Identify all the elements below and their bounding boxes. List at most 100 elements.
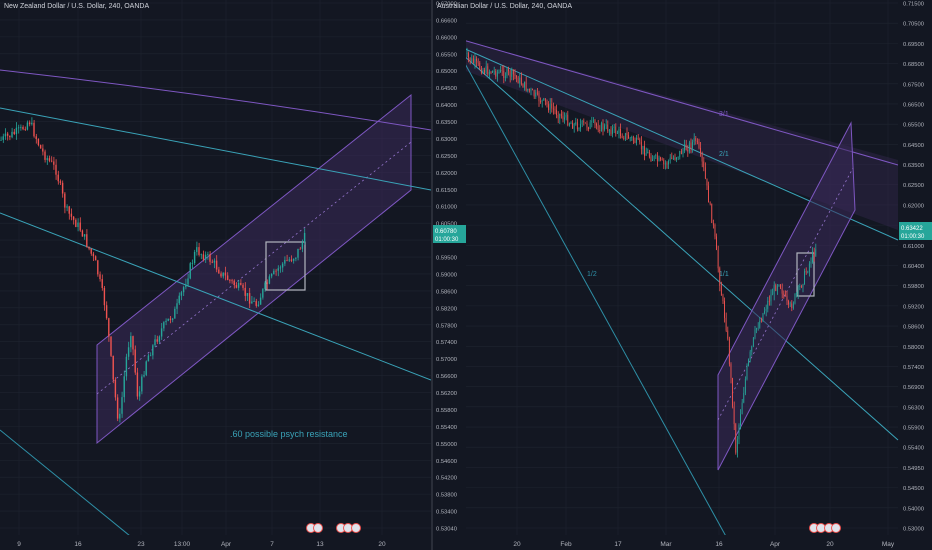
candle-body bbox=[669, 157, 671, 162]
candle-body bbox=[257, 304, 260, 306]
candle-body bbox=[220, 273, 222, 277]
nzdusd-chart-canvas[interactable]: .60 possible psych resistance 9 16 23 13:00… bbox=[0, 0, 431, 550]
fan-line-1-2[interactable] bbox=[462, 59, 729, 541]
candle-body bbox=[696, 140, 698, 142]
candle-body bbox=[570, 123, 572, 124]
candle-body bbox=[792, 303, 794, 309]
candle-body bbox=[99, 274, 101, 280]
price-tick-label: 0.62000 bbox=[903, 203, 924, 209]
symbol-title[interactable]: New Zealand Dollar / U.S. Dollar, 240, O… bbox=[4, 3, 150, 10]
candle-body bbox=[647, 152, 649, 154]
candle-body bbox=[116, 397, 119, 419]
candle-body bbox=[618, 129, 620, 133]
trend-line-upper[interactable] bbox=[0, 107, 431, 191]
candle-body bbox=[288, 259, 290, 261]
candle-body bbox=[61, 182, 64, 194]
time-tick-label: 13:00 bbox=[174, 541, 191, 548]
symbol-title[interactable]: Australian Dollar / U.S. Dollar, 240, OA… bbox=[437, 3, 572, 10]
event-flags[interactable] bbox=[306, 523, 361, 533]
candle-body bbox=[519, 77, 521, 84]
price-tick-label: 0.54500 bbox=[903, 486, 924, 492]
candle-body bbox=[580, 124, 581, 129]
candle-body bbox=[196, 247, 198, 252]
candle-body bbox=[583, 120, 585, 123]
price-tick-label: 0.61500 bbox=[436, 188, 457, 194]
candle-body bbox=[17, 127, 20, 129]
candle-body bbox=[765, 308, 767, 312]
candle-body bbox=[59, 181, 62, 183]
candle-body bbox=[624, 133, 626, 139]
candle-body bbox=[101, 279, 103, 288]
time-tick-label: 9 bbox=[17, 541, 21, 548]
candle-body bbox=[64, 193, 66, 208]
audusd-chart-pane[interactable]: 1/2 1/1 2/1 3/1 20 Feb 17 Mar 16 Apr 20 May 0.6… bbox=[433, 0, 932, 550]
candle-body bbox=[480, 68, 482, 74]
time-tick-label: 20 bbox=[826, 541, 834, 548]
price-tick-label: 0.59800 bbox=[903, 284, 924, 290]
candle-body bbox=[797, 286, 799, 294]
price-tick-label: 0.66000 bbox=[436, 35, 457, 41]
regression-channel[interactable] bbox=[96, 93, 412, 445]
time-tick-label: Apr bbox=[221, 541, 232, 548]
price-tick-label: 0.69500 bbox=[903, 42, 924, 48]
candle-body bbox=[786, 295, 788, 301]
candle-body bbox=[262, 288, 264, 298]
candle-body bbox=[740, 414, 741, 426]
candle-body bbox=[477, 60, 479, 63]
candle-body bbox=[533, 90, 535, 97]
candle-body bbox=[656, 155, 658, 162]
event-flags[interactable] bbox=[809, 523, 841, 533]
nzdusd-price-axis[interactable]: 0.67000 0.66600 0.66000 0.65500 0.65000 0.645… bbox=[433, 0, 466, 550]
candle-body bbox=[661, 159, 663, 161]
candle-body bbox=[805, 271, 807, 273]
price-tick-label: 0.55400 bbox=[903, 446, 924, 452]
candle-body bbox=[812, 251, 813, 263]
candle-body bbox=[516, 75, 517, 78]
candle-body bbox=[138, 391, 141, 397]
bar-countdown: 01:00:30 bbox=[435, 237, 459, 243]
highlight-box[interactable] bbox=[265, 241, 306, 291]
fan-line-1-1[interactable] bbox=[462, 54, 899, 441]
candle-body bbox=[292, 258, 295, 261]
candle-body bbox=[591, 121, 593, 123]
fan-line-3-1[interactable] bbox=[462, 39, 899, 166]
candle-body bbox=[565, 114, 567, 118]
candle-body bbox=[266, 282, 268, 284]
audusd-price-axis[interactable]: 0.71500 0.70500 0.69500 0.68500 0.67500 0.665… bbox=[899, 0, 932, 550]
candle-body bbox=[791, 303, 793, 309]
price-tick-label: 0.58000 bbox=[903, 345, 924, 351]
candle-body bbox=[712, 222, 714, 225]
purple-resistance-curve[interactable] bbox=[0, 69, 431, 131]
price-tick-label: 0.62500 bbox=[903, 183, 924, 189]
candle-body bbox=[688, 142, 690, 152]
candle-body bbox=[50, 160, 53, 162]
nzdusd-chart-pane[interactable]: .60 possible psych resistance 9 16 23 13:00… bbox=[0, 0, 431, 550]
highlight-box[interactable] bbox=[796, 252, 815, 297]
candle-body bbox=[679, 150, 681, 157]
candle-body bbox=[2, 136, 4, 140]
time-axis[interactable]: 20 Feb 17 Mar 16 Apr 20 May bbox=[433, 535, 932, 550]
time-axis[interactable]: 9 16 23 13:00 Apr 7 13 20 bbox=[0, 535, 431, 550]
candle-body bbox=[468, 53, 469, 58]
candle-body bbox=[24, 129, 26, 131]
price-tick-label: 0.64500 bbox=[903, 143, 924, 149]
candle-body bbox=[110, 336, 112, 356]
trend-line-lower[interactable] bbox=[0, 212, 431, 381]
time-tick-label: Apr bbox=[770, 541, 781, 548]
candle-body bbox=[788, 300, 789, 305]
candlestick-series bbox=[463, 47, 817, 458]
candle-body bbox=[589, 122, 591, 130]
price-tick-label: 0.63000 bbox=[436, 137, 457, 143]
fan-line-steep[interactable] bbox=[0, 429, 136, 541]
price-tick-label: 0.59200 bbox=[903, 304, 924, 310]
pane-divider[interactable] bbox=[431, 0, 433, 550]
candle-body bbox=[690, 142, 692, 149]
price-tick-label: 0.54600 bbox=[436, 459, 457, 465]
candle-body bbox=[644, 145, 645, 156]
candle-body bbox=[471, 58, 473, 62]
candle-body bbox=[743, 392, 745, 403]
candle-body bbox=[554, 109, 556, 111]
audusd-chart-canvas[interactable]: 1/2 1/1 2/1 3/1 20 Feb 17 Mar 16 Apr 20 May 0.6… bbox=[433, 0, 932, 550]
candle-body bbox=[180, 292, 183, 296]
last-price-tag: 0.60780 01:00:30 bbox=[433, 225, 466, 243]
